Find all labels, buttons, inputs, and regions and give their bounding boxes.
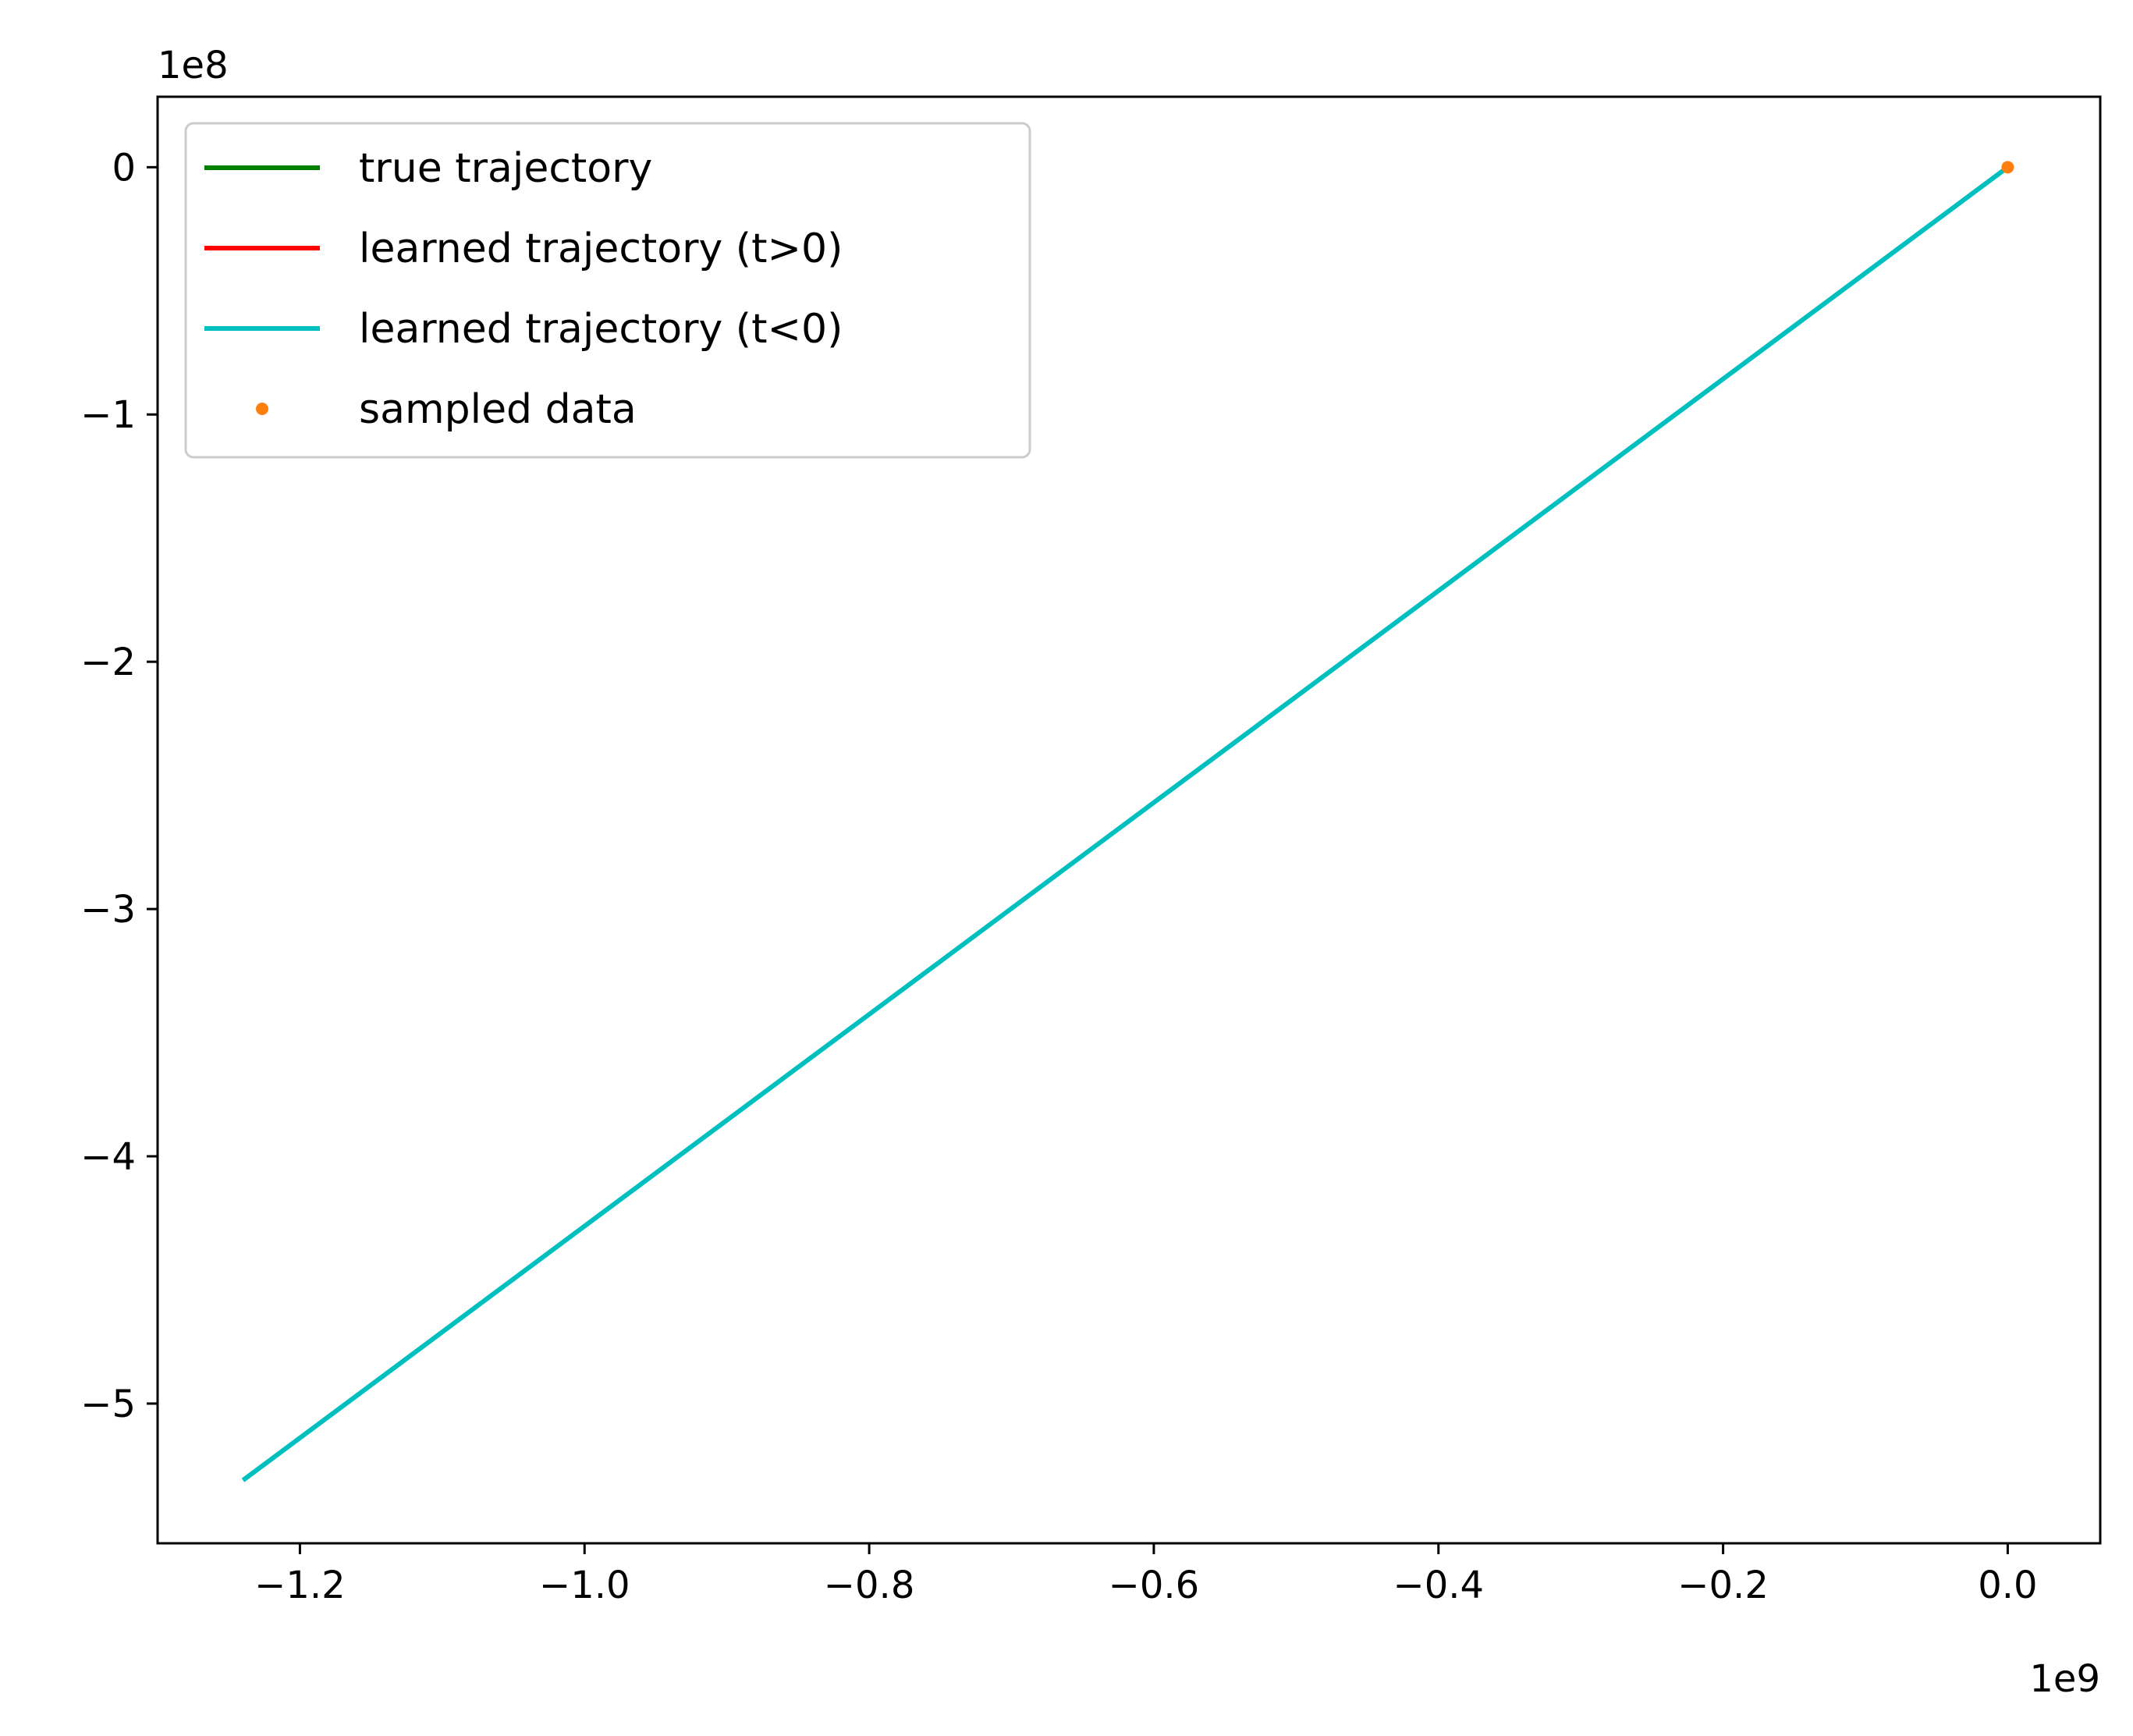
x-tick-label: −0.8 <box>824 1564 915 1607</box>
y-tick-label: −3 <box>80 888 136 932</box>
legend-label: sampled data <box>359 386 637 433</box>
tick-layer: −1.2 −1.0 −0.8 −0.6 −0.4 −0.2 0.0 0 −1 −2 −3 −4 −5 <box>80 146 2037 1607</box>
legend: true trajectory learned trajectory (t>0) l… <box>184 122 1031 459</box>
y-tick-label: −2 <box>80 641 136 684</box>
y-offset-label: 1e8 <box>158 44 229 87</box>
x-tick-label: −0.6 <box>1109 1564 1200 1607</box>
legend-label: learned trajectory (t<0) <box>359 306 843 353</box>
x-tick-label: −0.2 <box>1677 1564 1769 1607</box>
plot-frame <box>156 95 2102 1545</box>
x-tick-label: −0.4 <box>1393 1564 1484 1607</box>
plot-layer <box>241 161 2014 1482</box>
y-tick-label: −5 <box>80 1383 136 1426</box>
x-tick-label: −1.2 <box>254 1564 346 1607</box>
y-tick-label: 0 <box>112 146 136 190</box>
legend-swatch-dot <box>256 403 268 415</box>
x-offset-label: 1e9 <box>2029 1657 2100 1701</box>
y-tick-label: −1 <box>80 393 136 437</box>
data-point <box>2001 161 2014 174</box>
x-tick-label: 0.0 <box>1978 1564 2037 1607</box>
legend-label: true trajectory <box>359 145 652 192</box>
x-tick-label: −1.0 <box>539 1564 630 1607</box>
legend-label: learned trajectory (t>0) <box>359 225 843 272</box>
series-line-2 <box>241 165 2010 1482</box>
y-tick-label: −4 <box>80 1135 136 1179</box>
legend-box <box>184 122 1031 459</box>
